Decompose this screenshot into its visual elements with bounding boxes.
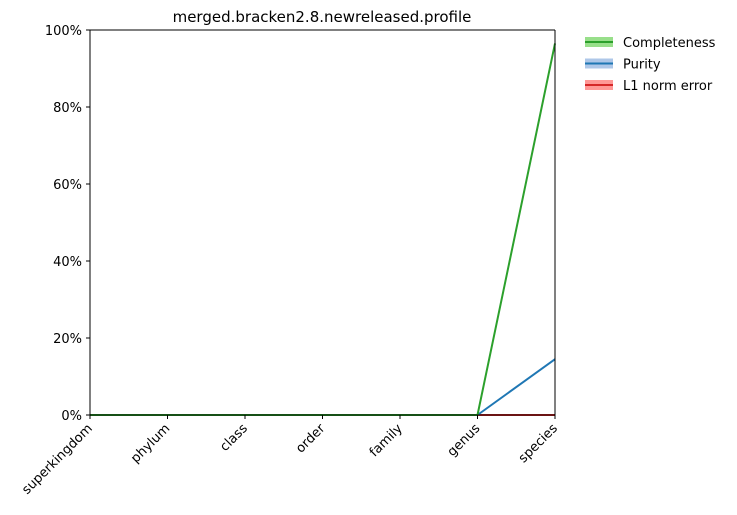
legend-label-l1-norm-error: L1 norm error bbox=[623, 79, 713, 94]
series-line-completeness bbox=[90, 43, 556, 416]
y-tick-label: 20% bbox=[53, 332, 82, 347]
y-tick-label: 0% bbox=[61, 409, 82, 424]
axes: 0% 20% 40% 60% 80% 100% superkingdom phylum clas… bbox=[19, 24, 561, 498]
x-tick-label: superkingdom bbox=[19, 421, 95, 497]
x-tick-label: class bbox=[217, 421, 251, 455]
legend: Completeness Purity L1 norm error bbox=[585, 36, 716, 94]
y-tick-label: 60% bbox=[53, 178, 82, 193]
y-tick-label: 100% bbox=[45, 24, 82, 39]
plot-area bbox=[90, 43, 556, 416]
legend-label-purity: Purity bbox=[623, 58, 661, 73]
y-tick-label: 40% bbox=[53, 255, 82, 270]
x-tick-label: order bbox=[293, 421, 329, 457]
x-tick-label: family bbox=[367, 421, 406, 460]
y-tick-label: 80% bbox=[53, 101, 82, 116]
series-line-purity bbox=[90, 358, 556, 416]
x-tick-label: genus bbox=[445, 421, 484, 460]
x-tick-label: species bbox=[516, 421, 561, 466]
chart-title: merged.bracken2.8.newreleased.profile bbox=[173, 8, 472, 26]
x-tick-label: phylum bbox=[128, 421, 173, 466]
legend-label-completeness: Completeness bbox=[623, 36, 716, 51]
